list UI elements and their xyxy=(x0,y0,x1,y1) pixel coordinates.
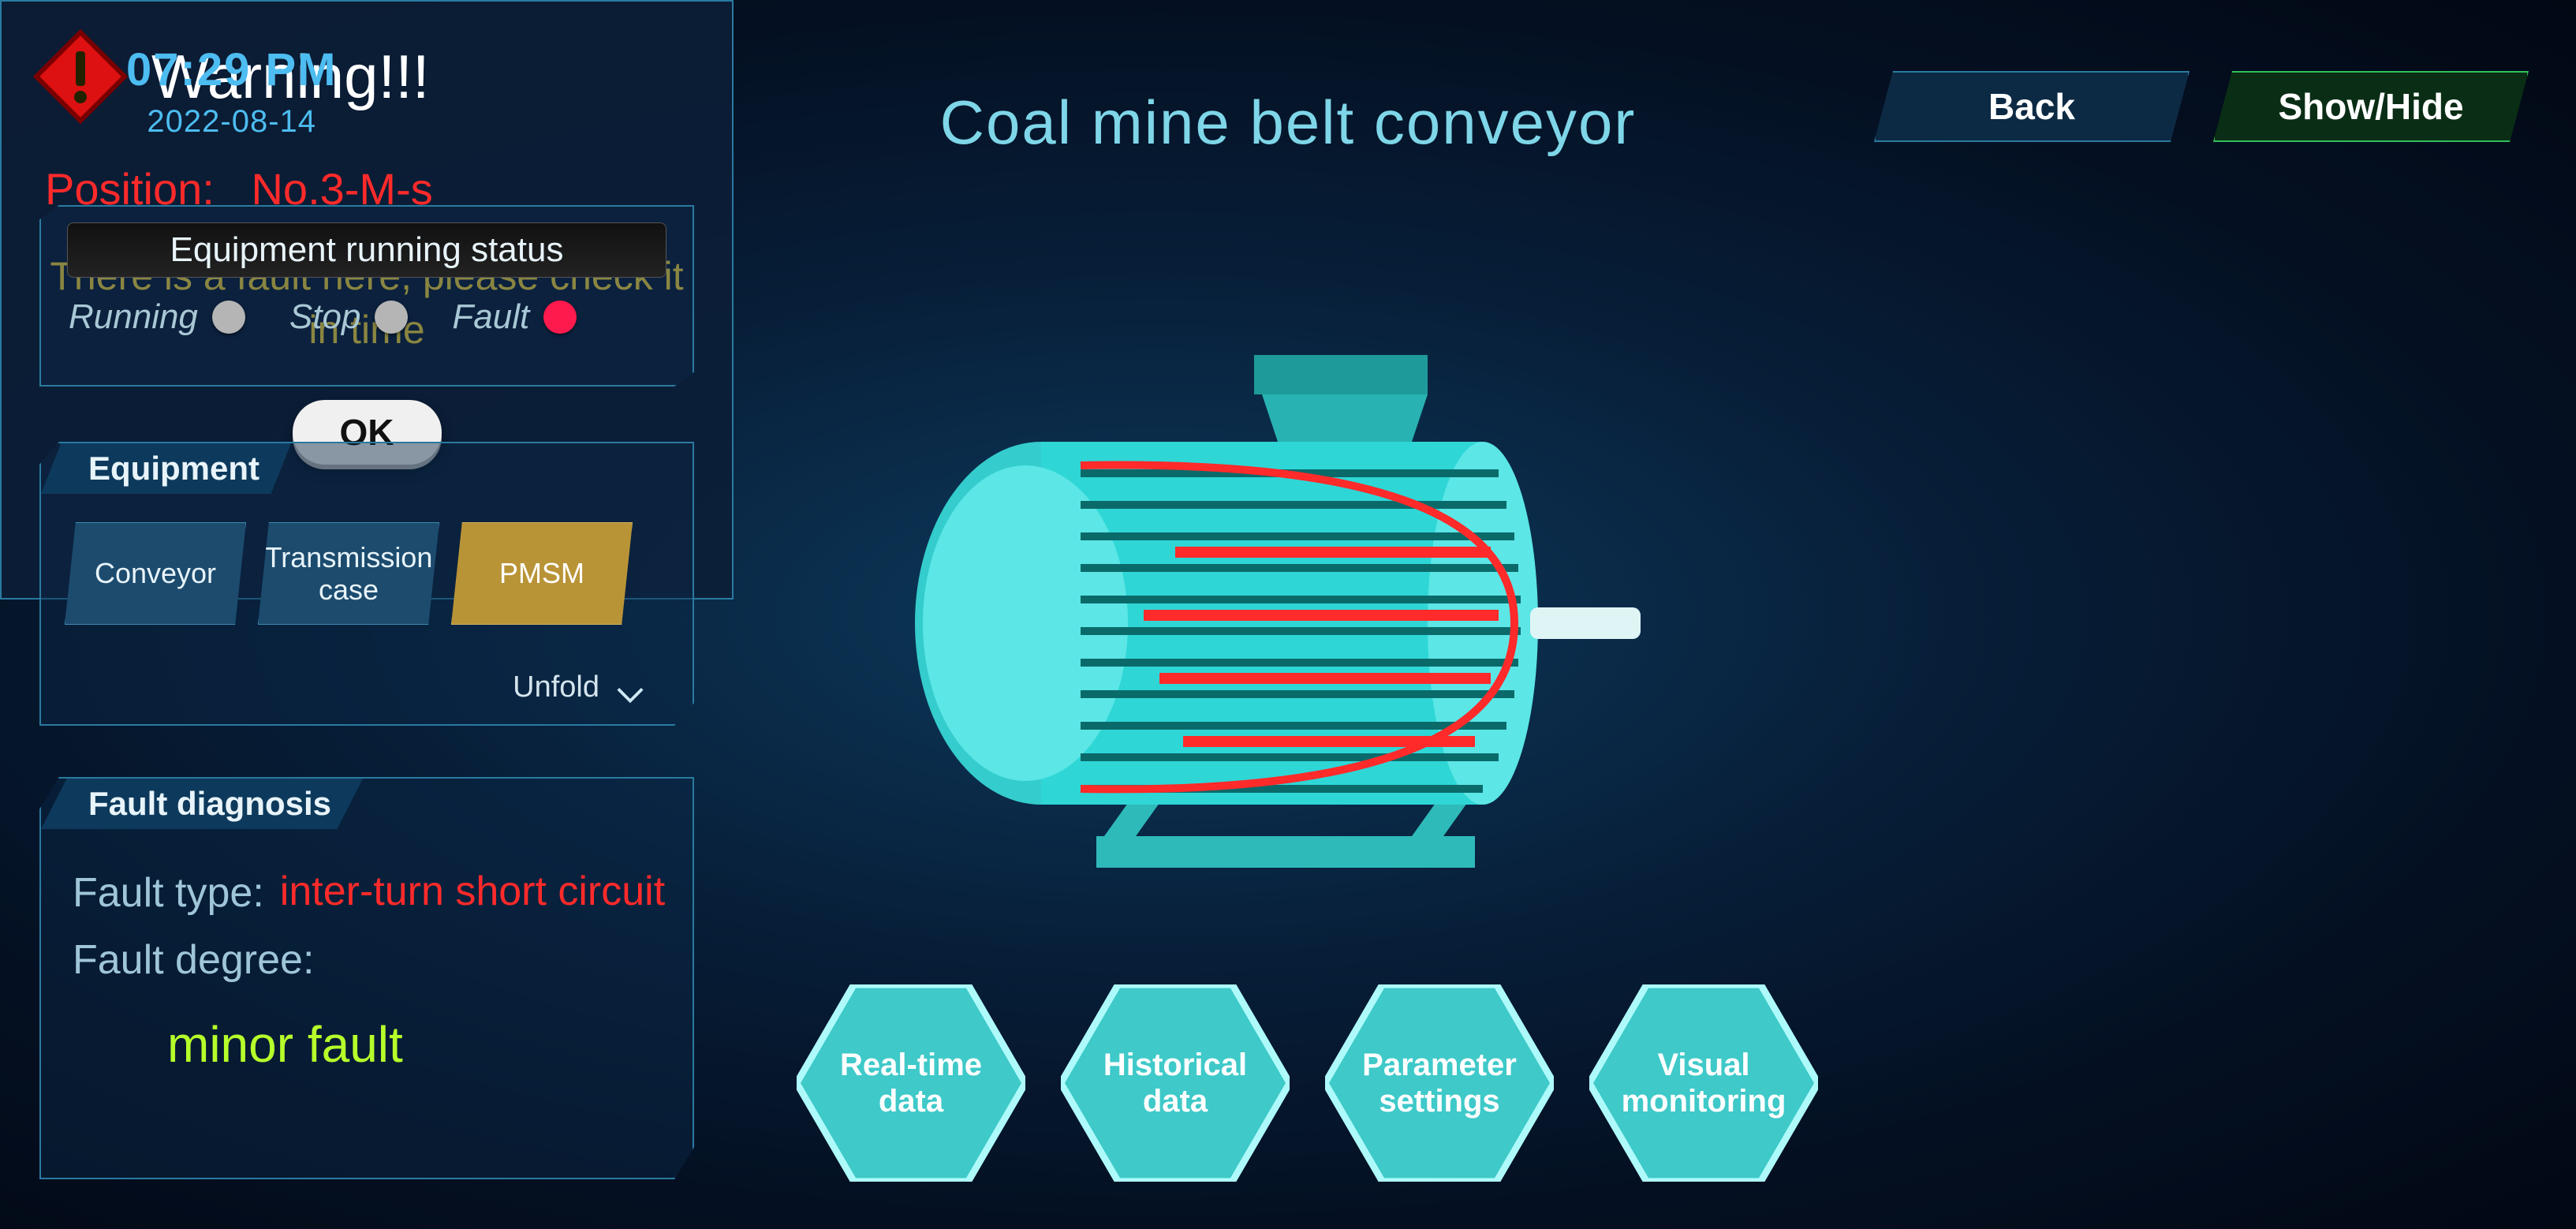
show-hide-button-label: Show/Hide xyxy=(2278,85,2463,128)
clock-time: 07:29 PM xyxy=(126,43,337,96)
back-button-label: Back xyxy=(1988,85,2075,128)
fault-degree-label: Fault degree: xyxy=(73,936,314,984)
motor-illustration xyxy=(844,284,1680,931)
hex-button-realtime[interactable]: Real-time data xyxy=(797,984,1025,1182)
unfold-button[interactable]: Unfold xyxy=(513,671,645,704)
clock-date: 2022-08-14 xyxy=(126,104,337,140)
hex-button-visual[interactable]: Visual monitoring xyxy=(1589,984,1818,1182)
fault-type-value: inter-turn short circuit xyxy=(280,869,665,914)
hex-button-historical[interactable]: Historical data xyxy=(1061,984,1290,1182)
status-panel: Equipment running status Running Stop Fa… xyxy=(39,205,694,387)
equipment-label: PMSM xyxy=(499,557,584,589)
hex-label: Historical data xyxy=(1061,1047,1290,1119)
back-button[interactable]: Back xyxy=(1874,71,2190,142)
page-title: Coal mine belt conveyor xyxy=(940,87,1637,159)
status-label-running: Running xyxy=(69,297,198,337)
hex-label: Parameter settings xyxy=(1325,1047,1554,1119)
equipment-label: Transmission case xyxy=(259,541,439,607)
status-header: Equipment running status xyxy=(67,222,666,278)
led-running xyxy=(212,301,245,334)
hex-label: Real-time data xyxy=(797,1047,1025,1119)
chevron-down-icon xyxy=(615,678,645,697)
equipment-button-transmission[interactable]: Transmission case xyxy=(258,522,439,625)
fault-panel: Fault diagnosis Fault type: inter-turn s… xyxy=(39,777,694,1179)
fault-degree-value: minor fault xyxy=(167,1015,669,1074)
equipment-label: Conveyor xyxy=(95,557,216,589)
led-fault xyxy=(543,301,577,334)
equipment-button-conveyor[interactable]: Conveyor xyxy=(65,522,246,625)
equipment-header: Equipment xyxy=(41,443,291,494)
status-row: Running Stop Fault xyxy=(61,297,673,337)
equipment-button-pmsm[interactable]: PMSM xyxy=(451,522,633,625)
unfold-label: Unfold xyxy=(513,671,599,704)
status-label-stop: Stop xyxy=(289,297,361,337)
fault-body: Fault type: inter-turn short circuit Fau… xyxy=(73,850,669,1074)
fault-type-label: Fault type: xyxy=(73,869,264,917)
status-label-fault: Fault xyxy=(452,297,529,337)
warning-icon xyxy=(33,29,128,124)
hex-nav: Real-time data Historical data Parameter… xyxy=(797,984,1818,1182)
led-stop xyxy=(375,301,408,334)
clock: 07:29 PM 2022-08-14 xyxy=(126,43,337,140)
show-hide-button[interactable]: Show/Hide xyxy=(2213,71,2529,142)
hex-button-parameter[interactable]: Parameter settings xyxy=(1325,984,1554,1182)
equipment-panel: Equipment Conveyor Transmission case PMS… xyxy=(39,442,694,726)
hex-label: Visual monitoring xyxy=(1589,1047,1818,1119)
equipment-items: Conveyor Transmission case PMSM xyxy=(65,522,633,625)
top-button-bar: Back Show/Hide xyxy=(1874,71,2529,142)
fault-header: Fault diagnosis xyxy=(41,779,363,829)
